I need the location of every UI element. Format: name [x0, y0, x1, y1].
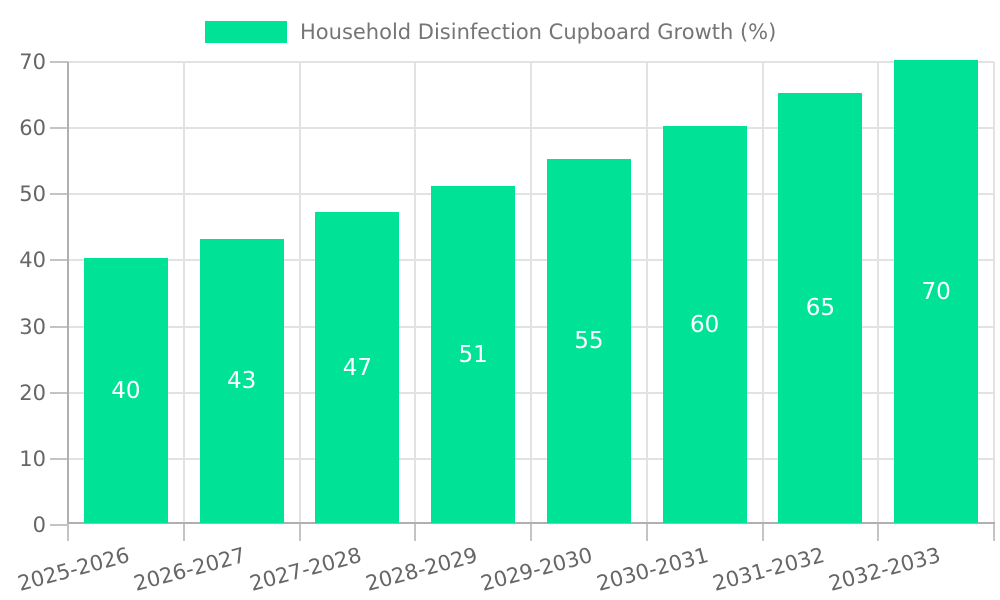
y-tick — [50, 127, 68, 130]
y-tick — [50, 457, 68, 460]
x-tick — [414, 523, 417, 541]
v-gridline — [182, 62, 185, 523]
bar — [778, 93, 863, 523]
legend-label: Household Disinfection Cupboard Growth (… — [300, 20, 777, 44]
y-tick — [50, 193, 68, 196]
bar-value-label: 60 — [689, 311, 720, 338]
y-tick — [50, 259, 68, 262]
v-gridline — [993, 62, 995, 523]
y-tick-label: 30 — [19, 314, 46, 339]
y-tick — [50, 325, 68, 328]
y-tick — [50, 391, 68, 394]
x-tick-label: 2028-2029 — [362, 542, 480, 596]
bar — [662, 126, 747, 523]
y-tick — [50, 524, 68, 526]
v-gridline — [645, 62, 648, 523]
x-tick-label: 2026-2027 — [131, 542, 249, 596]
y-tick-label: 10 — [19, 446, 46, 471]
bar — [894, 60, 979, 523]
legend: Household Disinfection Cupboard Growth (… — [205, 21, 776, 43]
bar-value-label: 70 — [921, 278, 951, 305]
x-tick — [877, 523, 880, 541]
v-gridline — [877, 62, 880, 523]
y-tick — [50, 61, 68, 63]
v-gridline — [530, 62, 532, 523]
x-tick — [530, 523, 532, 541]
x-tick — [182, 523, 185, 541]
v-gridline — [414, 62, 417, 523]
y-tick-label: 60 — [19, 116, 46, 141]
x-tick — [645, 523, 648, 541]
bar-value-label: 47 — [342, 354, 373, 381]
y-axis-line — [67, 62, 69, 523]
x-tick-label: 2027-2028 — [247, 542, 364, 596]
y-tick-label: 40 — [19, 248, 46, 273]
x-tick-label: 2031-2032 — [710, 542, 827, 596]
bar — [546, 159, 631, 523]
x-tick-label: 2032-2033 — [825, 542, 943, 596]
y-tick-label: 50 — [19, 182, 46, 207]
x-tick-label: 2029-2030 — [478, 542, 596, 596]
x-tick-label: 2025-2026 — [15, 542, 133, 596]
bar-value-label: 55 — [574, 328, 604, 354]
y-tick-label: 20 — [19, 380, 46, 405]
bar — [83, 258, 168, 523]
bar-value-label: 43 — [226, 368, 257, 394]
x-tick — [761, 523, 764, 541]
v-gridline — [298, 62, 301, 523]
bar-value-label: 40 — [111, 377, 141, 404]
x-tick-label: 2030-2031 — [594, 542, 712, 596]
y-tick-label: 0 — [32, 513, 46, 537]
y-tick-label: 70 — [19, 50, 46, 74]
x-tick — [67, 523, 69, 541]
plot-area: 40 43 47 51 55 60 65 70 — [67, 60, 995, 525]
bar — [199, 239, 284, 523]
bar-value-label: 65 — [805, 295, 836, 321]
x-axis-line — [67, 522, 995, 524]
bar-value-label: 51 — [458, 341, 488, 368]
bar — [431, 186, 516, 523]
legend-swatch — [205, 21, 287, 43]
v-gridline — [761, 62, 764, 523]
x-tick — [298, 523, 301, 541]
bar — [315, 212, 400, 523]
x-tick — [993, 523, 995, 541]
